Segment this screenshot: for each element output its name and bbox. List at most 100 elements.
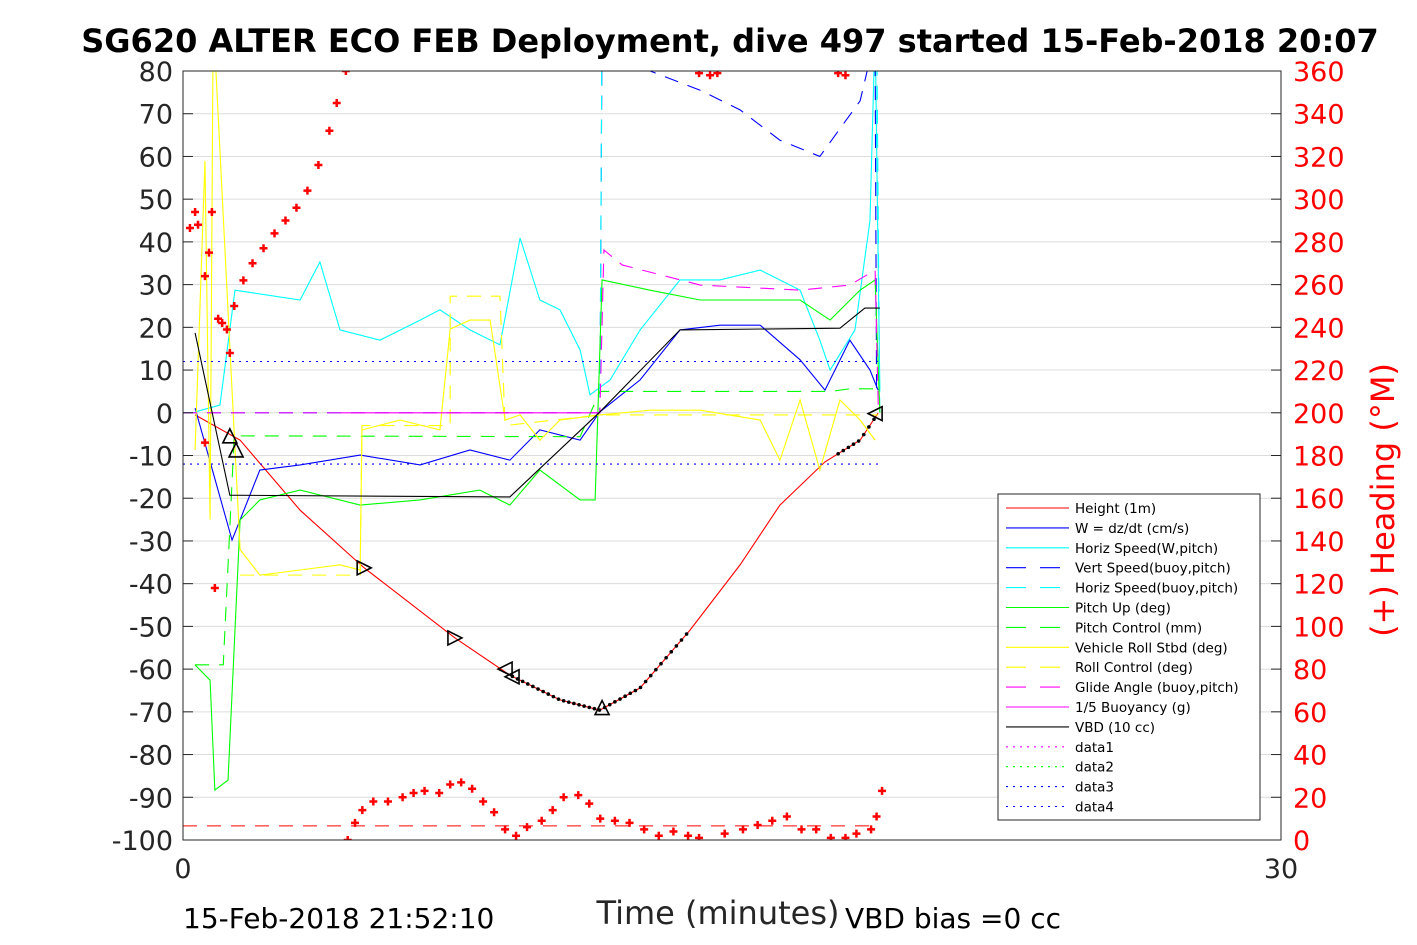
depth-sample-dot [607,702,612,707]
series-line [194,278,881,792]
heading-point [706,71,715,80]
heading-point [479,797,488,806]
axis-ticks: 80706050403020100-10-20-30-40-50-60-70-8… [112,57,1345,885]
right-y-tick-label: 100 [1293,612,1345,643]
heading-point [738,825,747,834]
right-y-tick-label: 260 [1293,271,1345,302]
heading-point [369,797,378,806]
heading-point [210,583,219,592]
y-tick-label: -60 [129,655,173,686]
series-line [194,324,879,542]
heading-point [351,818,360,827]
y-tick-label: -50 [129,612,173,643]
heading-point [782,812,791,821]
heading-point [640,825,649,834]
heading-point [214,314,223,323]
y-tick-label: -20 [129,484,173,515]
heading-point [207,207,216,216]
legend: Height (1m) W = dz/dt (cm/s) Horiz Speed(W… [997,493,1261,821]
depth-sample-dot [572,701,576,706]
heading-point [684,831,693,840]
heading-point [398,793,407,802]
depth-sample-dot [846,445,851,450]
depth-sample-dot [628,691,633,696]
heading-point [812,825,821,834]
legend-label: Glide Angle (buoy,pitch) [1075,680,1239,696]
right-axis-label: (+) Heading (°M) [1364,363,1402,637]
heading-point [548,806,557,815]
y-tick-label: -30 [129,527,173,558]
heading-point [259,244,268,253]
depth-sample-dot [856,439,861,443]
heading-point [585,799,594,808]
heading-point [625,818,634,827]
heading-point [574,791,583,800]
y-tick-label: -80 [129,741,173,772]
right-y-tick-label: 120 [1293,570,1345,601]
depth-sample-dot [659,661,663,666]
triangle-marker [227,441,245,458]
heading-point [695,833,704,840]
y-tick-label: -90 [129,783,173,814]
depth-sample-dot [867,425,871,429]
heading-point [225,348,234,357]
legend-label: Horiz Speed(W,pitch) [1075,541,1218,557]
heading-point [314,160,323,169]
depth-sample-dot [851,442,856,447]
heading-point [852,829,861,838]
heading-point [501,825,510,834]
depth-sample-dot [861,432,866,437]
heading-point [878,786,887,795]
heading-point [669,827,678,836]
legend-label: W = dz/dt (cm/s) [1075,521,1189,537]
heading-point [270,229,279,238]
heading-point [185,224,194,233]
y-tick-label: 80 [139,57,173,88]
markers [185,71,887,840]
right-y-tick-label: 200 [1293,399,1345,430]
depth-sample-dot [525,682,530,686]
legend-label: data3 [1075,780,1114,796]
right-y-tick-label: 140 [1293,527,1345,558]
triangle-marker [496,660,513,678]
triangle-marker [503,668,520,686]
legend-label: data1 [1075,740,1114,756]
legend-label: data2 [1075,760,1114,776]
depth-sample-dot [592,706,597,711]
depth-sample-dot [566,700,571,704]
depth-sample-dot [582,704,586,708]
heading-point [713,71,722,78]
heading-point [695,71,704,78]
heading-point [834,71,843,78]
heading-point [468,784,477,793]
right-y-tick-label: 0 [1293,826,1310,857]
legend-label: 1/5 Buoyancy (g) [1075,700,1191,716]
heading-point [204,248,213,257]
right-y-tick-label: 60 [1293,698,1327,729]
heading-point [559,793,568,802]
legend-label: Pitch Up (deg) [1075,601,1171,617]
x-tick-label: 30 [1264,854,1298,885]
depth-sample-dot [546,692,551,696]
triangle-marker [221,427,239,444]
y-tick-label: -70 [129,698,173,729]
depth-sample-dot [643,679,648,684]
series-line [194,71,876,576]
y-tick-label: 10 [139,356,173,387]
depth-sample-dot [654,667,658,672]
depth-sample-dot [541,689,545,694]
series-line [240,295,879,576]
heading-point [292,203,301,212]
right-y-tick-label: 40 [1293,741,1327,772]
heading-point [332,99,341,108]
depth-sample-dot [679,638,684,642]
depth-sample-dot [841,448,846,453]
heading-point [303,186,312,195]
y-tick-label: -10 [129,442,173,473]
depth-sample-dot [587,705,592,710]
depth-sample-dot [623,694,627,698]
depth-sample-dot [872,417,876,422]
legend-label: Vert Speed(buoy,pitch) [1075,561,1231,577]
heading-point [841,833,850,840]
